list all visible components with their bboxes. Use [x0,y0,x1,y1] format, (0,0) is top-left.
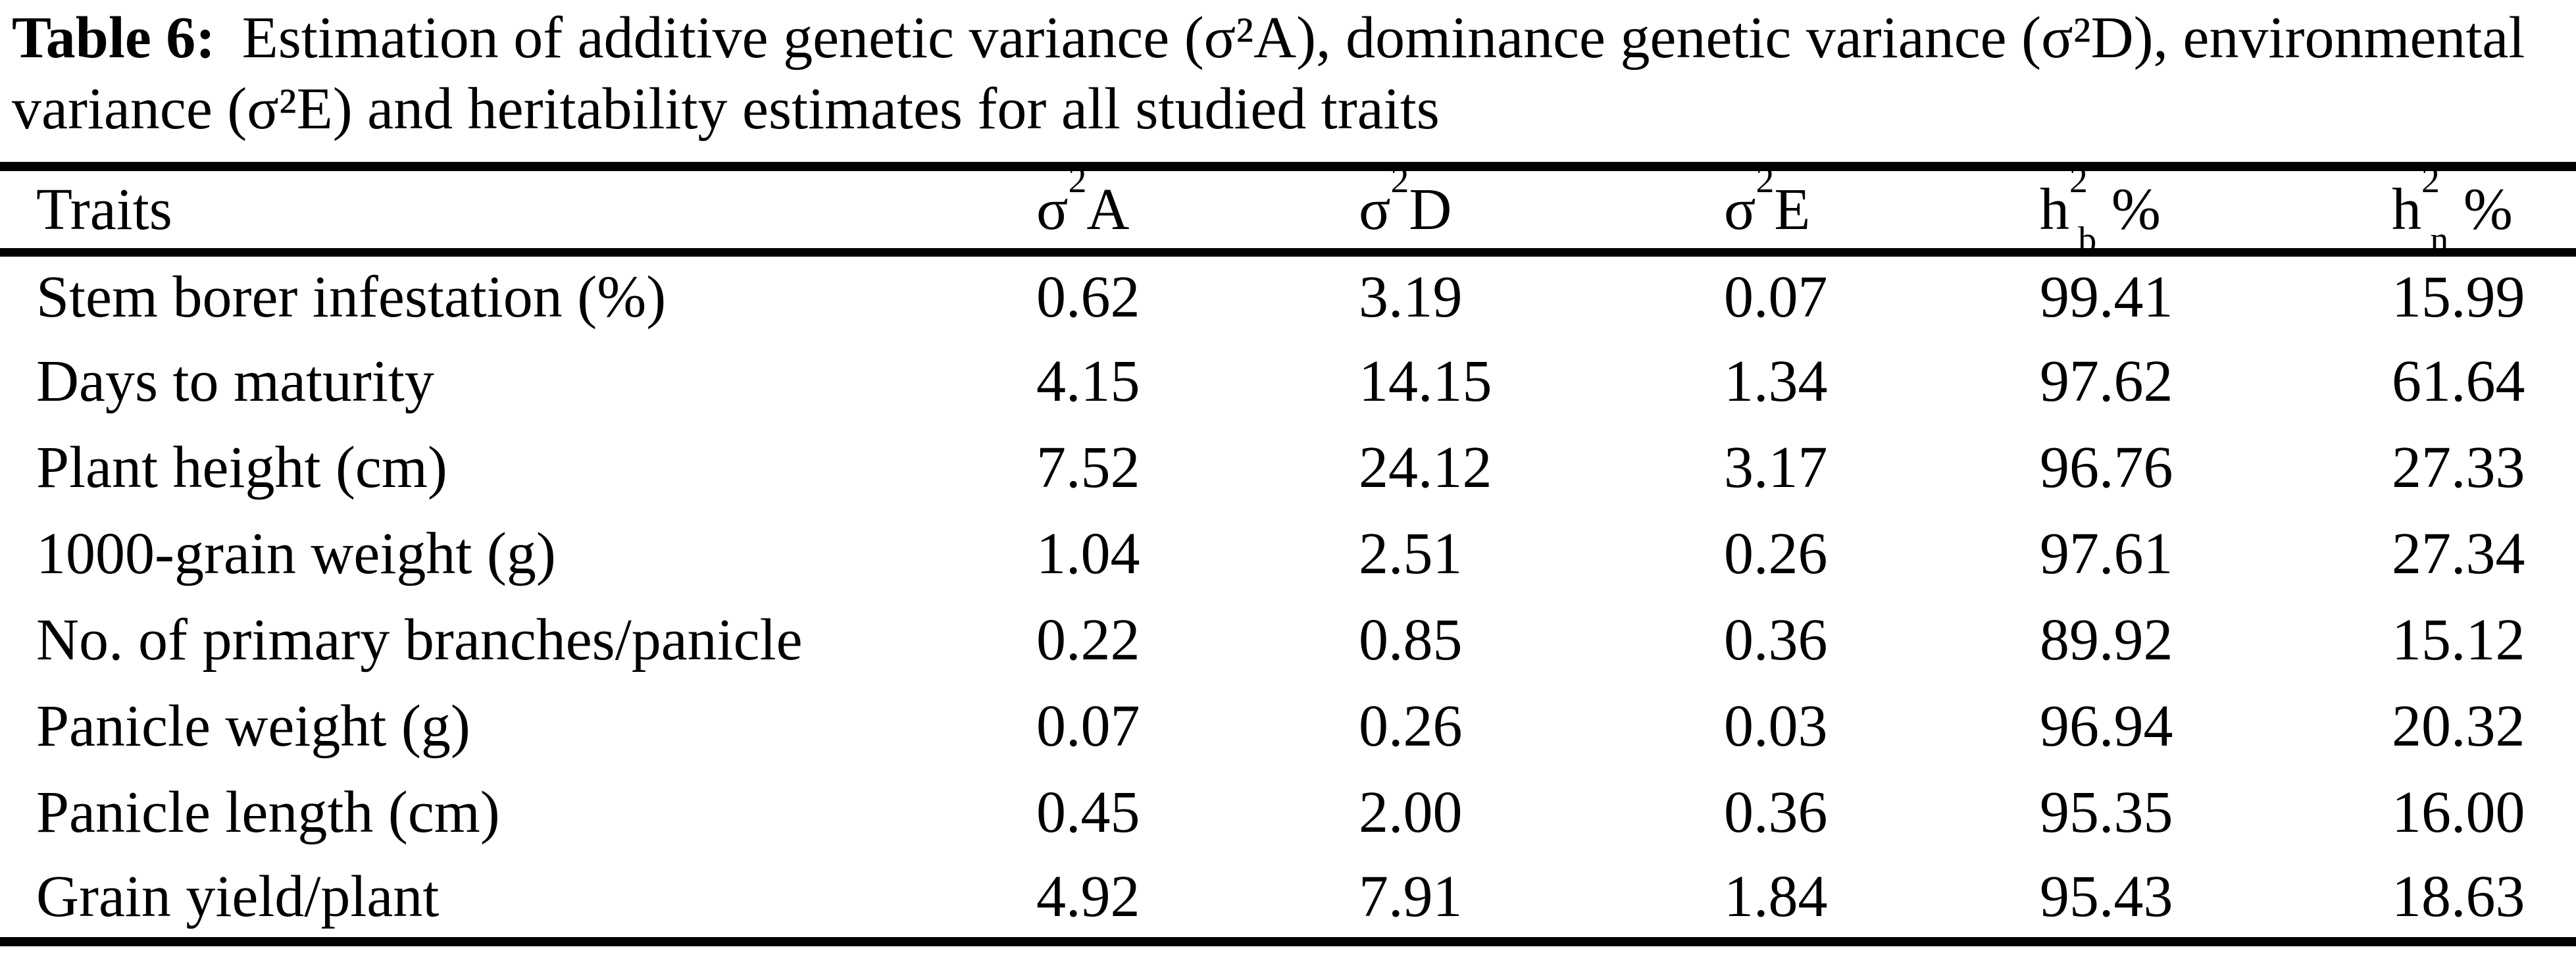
caption-line-2: variance (σ²E) and heritability estimate… [12,74,2571,145]
header-sub: n [2430,220,2449,261]
h2b-cell: 96.76 [2040,435,2173,500]
sigma2A-cell: 0.62 [1036,265,1140,330]
sigma2D-cell: 3.19 [1359,265,1463,330]
h2n-cell: 15.12 [2392,607,2525,673]
h2n-cell: 61.64 [2392,349,2525,414]
sigma2D-cell: 2.00 [1359,780,1463,845]
column-header-sigma2D: σ2D [1359,162,1724,252]
trait-cell: Grain yield/plant [36,863,440,929]
header-suffix: D [1409,176,1452,242]
sigma2A-cell: 1.04 [1036,521,1140,586]
h2n-cell: 20.32 [2392,694,2525,759]
header-base: σ [1036,176,1069,242]
header-sup: 2 [1068,159,1087,201]
sigma2E-cell: 0.07 [1724,265,1828,330]
h2b-cell: 97.61 [2040,521,2173,586]
sigma2A-cell: 0.07 [1036,694,1140,759]
table-row: Panicle weight (g) 0.07 0.26 0.03 96.94 … [0,683,2576,769]
sigma2A-cell: 4.15 [1036,349,1140,414]
sigma2D-cell: 14.15 [1359,349,1492,414]
h2b-cell: 97.62 [2040,349,2173,414]
h2n-cell: 27.33 [2392,435,2525,500]
sigma2E-cell: 3.17 [1724,435,1828,500]
column-header-sigma2A: σ2A [1036,162,1359,252]
table-row: 1000-grain weight (g) 1.04 2.51 0.26 97.… [0,511,2576,597]
trait-cell: No. of primary branches/panicle [36,607,803,673]
h2n-cell: 27.34 [2392,521,2525,586]
trait-cell: Panicle length (cm) [36,780,500,845]
sigma2E-cell: 1.84 [1724,863,1828,929]
table-row: Grain yield/plant 4.92 7.91 1.84 95.43 1… [0,855,2576,942]
table-row: Stem borer infestation (%) 0.62 3.19 0.0… [0,252,2576,338]
h2b-cell: 99.41 [2040,265,2173,330]
variance-estimates-table: Traits σ2A σ2D σ2E h2b % h2n % Stem bore… [0,162,2576,946]
header-base: h [2040,176,2069,242]
h2b-cell: 96.94 [2040,694,2173,759]
header-sup: 2 [2069,159,2088,201]
header-base: σ [1724,176,1756,242]
header-sup: 2 [2421,159,2440,201]
header-base: h [2392,176,2421,242]
column-header-traits: Traits [0,166,1036,252]
header-suffix: % [2096,176,2161,242]
h2b-cell: 89.92 [2040,607,2173,673]
trait-cell: Panicle weight (g) [36,694,470,759]
h2b-cell: 95.43 [2040,863,2173,929]
sigma2D-cell: 24.12 [1359,435,1492,500]
caption-line-1: Table 6: Estimation of additive genetic v… [12,3,2571,74]
header-sub: b [2078,220,2097,261]
h2b-cell: 95.35 [2040,780,2173,845]
caption-text-2: variance (σ²E) and heritability estimate… [12,76,1440,141]
table-row: Plant height (cm) 7.52 24.12 3.17 96.76 … [0,424,2576,511]
table-caption: Table 6: Estimation of additive genetic v… [12,3,2571,145]
table-row: Days to maturity 4.15 14.15 1.34 97.62 6… [0,338,2576,424]
header-base: σ [1359,176,1391,242]
header-suffix: % [2448,176,2513,242]
sigma2D-cell: 0.26 [1359,694,1463,759]
header-suffix: E [1774,176,1811,242]
trait-cell: Days to maturity [36,349,434,414]
sigma2D-cell: 7.91 [1359,863,1463,929]
sigma2A-cell: 4.92 [1036,863,1140,929]
table-body: Stem borer infestation (%) 0.62 3.19 0.0… [0,252,2576,942]
caption-label: Table 6: [12,5,216,70]
sigma2E-cell: 0.26 [1724,521,1828,586]
column-header-sigma2E: σ2E [1724,162,2040,252]
h2n-cell: 18.63 [2392,863,2525,929]
header-row: Traits σ2A σ2D σ2E h2b % h2n % [0,162,2576,259]
sigma2D-cell: 2.51 [1359,521,1463,586]
caption-text-1: Estimation of additive genetic variance … [241,5,2525,70]
header-sup: 2 [1390,159,1409,201]
sigma2A-cell: 0.45 [1036,780,1140,845]
trait-cell: Stem borer infestation (%) [36,265,667,330]
sigma2E-cell: 0.36 [1724,607,1828,673]
h2n-cell: 15.99 [2392,265,2525,330]
header-suffix: A [1086,176,1130,242]
h2n-cell: 16.00 [2392,780,2525,845]
trait-cell: 1000-grain weight (g) [36,521,556,586]
trait-cell: Plant height (cm) [36,435,447,500]
table-header: Traits σ2A σ2D σ2E h2b % h2n % [0,162,2576,259]
column-header-h2b: h2 b % [2040,162,2392,259]
sigma2E-cell: 0.36 [1724,780,1828,845]
column-header-h2n: h2 n % [2392,162,2576,259]
sigma2D-cell: 0.85 [1359,607,1463,673]
sigma2E-cell: 1.34 [1724,349,1828,414]
table-row: Panicle length (cm) 0.45 2.00 0.36 95.35… [0,769,2576,855]
header-base: Traits [36,176,172,242]
sigma2A-cell: 7.52 [1036,435,1140,500]
header-sup: 2 [1755,159,1775,201]
sigma2E-cell: 0.03 [1724,694,1828,759]
table-row: No. of primary branches/panicle 0.22 0.8… [0,597,2576,683]
sigma2A-cell: 0.22 [1036,607,1140,673]
